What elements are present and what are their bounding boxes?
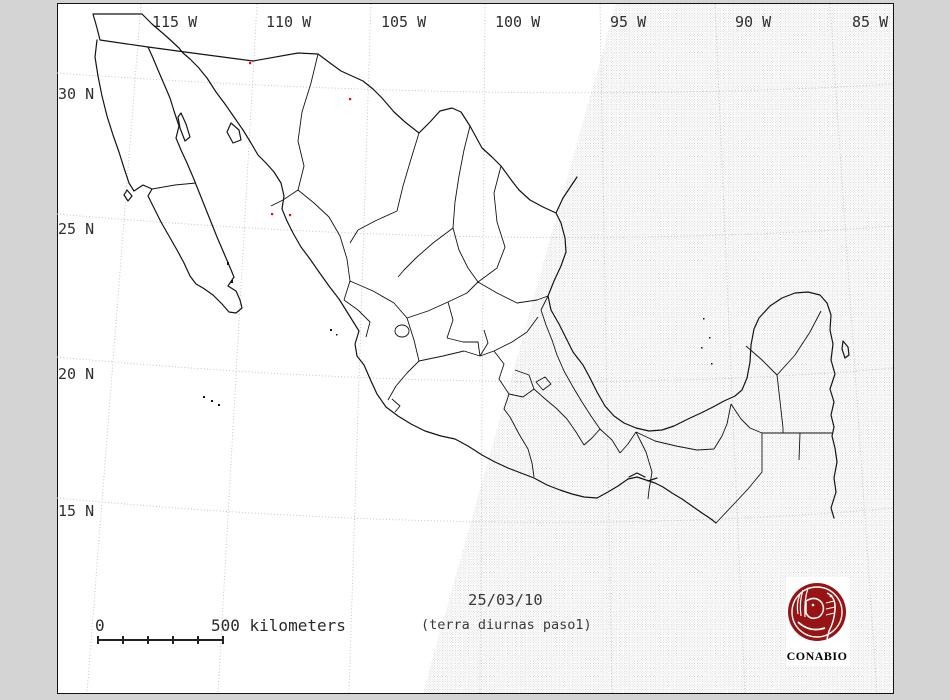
- fire-dots-layer: [249, 62, 352, 217]
- conabio-logo: CONABIO: [786, 577, 850, 666]
- fire-hotspot-dot: [349, 98, 352, 101]
- scale-bar-distance: 500 kilometers: [211, 616, 346, 635]
- graticule: [56, 3, 895, 694]
- logo-caption: CONABIO: [787, 649, 848, 663]
- parallel-30n: [56, 72, 895, 94]
- parallel-25n: [56, 213, 895, 239]
- lon-label-110w: 110 W: [266, 13, 312, 31]
- fire-hotspot-dot: [289, 214, 292, 217]
- annotation-block: 25/03/10 (terra diurnas paso1): [421, 591, 592, 633]
- pass-label: (terra diurnas paso1): [421, 617, 592, 633]
- pacific-coast: [182, 52, 717, 524]
- lon-label-100w: 100 W: [495, 13, 541, 31]
- islands: [123, 112, 850, 482]
- islet-specks: [203, 262, 713, 406]
- lat-label-15n: 15 N: [58, 502, 94, 520]
- lat-label-30n: 30 N: [58, 85, 94, 103]
- fire-hotspot-dot: [249, 62, 252, 65]
- graticule-labels: 115 W 110 W 105 W 100 W 95 W 90 W 85 W 3…: [58, 13, 889, 520]
- swath-shading: [423, 4, 893, 693]
- lon-label-85w: 85 W: [852, 13, 889, 31]
- logo-glyph-details: [791, 586, 843, 640]
- lat-label-25n: 25 N: [58, 220, 94, 238]
- state-boundary-mesh: [151, 53, 832, 524]
- lon-label-95w: 95 W: [610, 13, 647, 31]
- fire-hotspot-dot: [271, 213, 274, 216]
- scale-bar: 0 500 kilometers: [95, 616, 346, 644]
- lon-label-105w: 105 W: [381, 13, 427, 31]
- lon-label-90w: 90 W: [735, 13, 772, 31]
- lat-label-20n: 20 N: [58, 365, 94, 383]
- parallel-20n: [56, 356, 895, 383]
- scale-bar-ruler: [97, 636, 224, 644]
- parallel-15n: [56, 497, 895, 523]
- date-label: 25/03/10: [468, 591, 543, 609]
- lon-label-115w: 115 W: [152, 13, 198, 31]
- logo-emblem: [788, 583, 846, 641]
- scale-bar-zero: 0: [95, 616, 105, 635]
- baja-california-peninsula: [94, 39, 243, 314]
- state-boundaries: [151, 53, 832, 524]
- small-state-ring: [394, 324, 410, 338]
